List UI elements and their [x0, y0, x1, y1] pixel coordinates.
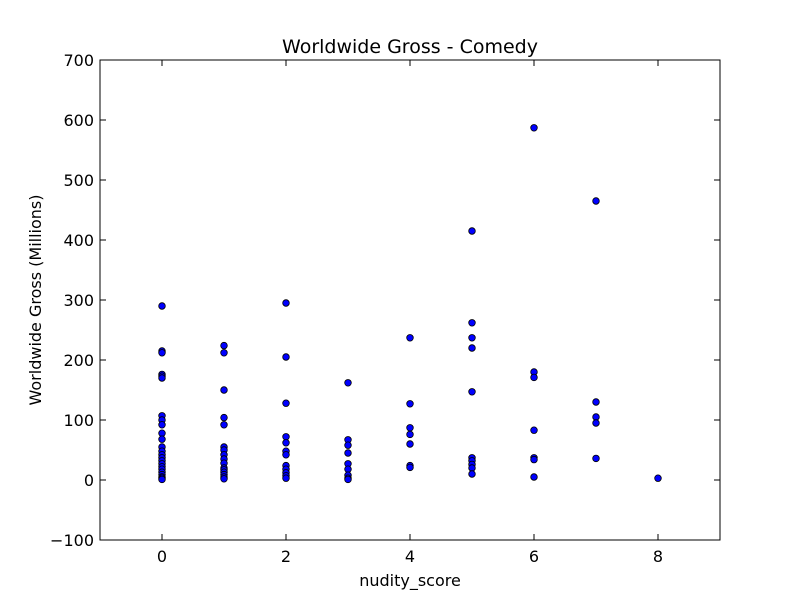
- data-point: [406, 334, 414, 342]
- data-point: [220, 386, 228, 394]
- data-point: [592, 197, 600, 205]
- data-point: [282, 439, 290, 447]
- y-tick-label: 400: [63, 231, 94, 250]
- data-point: [158, 349, 166, 357]
- data-point: [592, 419, 600, 427]
- data-point: [530, 455, 538, 464]
- data-point: [344, 379, 352, 387]
- data-point: [282, 299, 290, 307]
- data-point: [220, 475, 228, 483]
- data-point: [158, 302, 166, 310]
- data-point: [530, 373, 538, 382]
- y-tick-label: 0: [84, 471, 94, 490]
- data-point: [406, 463, 414, 472]
- data-point: [468, 470, 476, 478]
- data-point: [282, 451, 290, 459]
- data-point: [158, 475, 166, 484]
- data-point: [406, 424, 414, 432]
- data-point: [468, 388, 476, 396]
- x-tick-label: 2: [281, 547, 291, 566]
- data-point: [592, 398, 600, 406]
- data-point: [406, 400, 414, 408]
- data-point: [158, 421, 166, 429]
- data-point: [220, 349, 228, 357]
- x-tick-label: 4: [405, 547, 415, 566]
- y-tick-label: 500: [63, 171, 94, 190]
- data-point: [282, 399, 290, 407]
- x-tick-label: 0: [157, 547, 167, 566]
- data-point: [468, 334, 476, 342]
- y-tick-label: 200: [63, 351, 94, 370]
- chart-title: Worldwide Gross - Comedy: [282, 36, 538, 58]
- data-point: [530, 124, 538, 132]
- y-axis-title: Worldwide Gross (Millions): [26, 195, 45, 406]
- x-axis-title: nudity_score: [359, 571, 461, 591]
- ticks-layer: 0 2 4 6 8 −100 0 100 200 300 400 500 600 700: [50, 51, 720, 566]
- data-point: [468, 227, 476, 235]
- data-point: [530, 426, 538, 434]
- data-point: [282, 353, 290, 361]
- data-point: [530, 473, 538, 481]
- data-point: [220, 421, 228, 429]
- data-point: [654, 474, 662, 482]
- y-tick-label: −100: [50, 531, 94, 550]
- y-tick-label: 700: [63, 51, 94, 70]
- data-point: [220, 341, 228, 350]
- data-point: [282, 474, 290, 482]
- data-point: [406, 440, 414, 448]
- data-point: [344, 449, 352, 457]
- data-point: [158, 435, 166, 443]
- data-point: [406, 430, 414, 439]
- points-layer: [158, 124, 662, 484]
- data-point: [220, 413, 228, 422]
- data-point: [344, 441, 352, 449]
- data-point: [344, 475, 352, 484]
- y-tick-label: 100: [63, 411, 94, 430]
- y-tick-label: 300: [63, 291, 94, 310]
- x-tick-label: 8: [653, 547, 663, 566]
- data-point: [592, 454, 600, 463]
- x-tick-label: 6: [529, 547, 539, 566]
- data-point: [468, 344, 476, 352]
- data-point: [468, 319, 476, 327]
- y-tick-label: 600: [63, 111, 94, 130]
- data-point: [158, 374, 166, 382]
